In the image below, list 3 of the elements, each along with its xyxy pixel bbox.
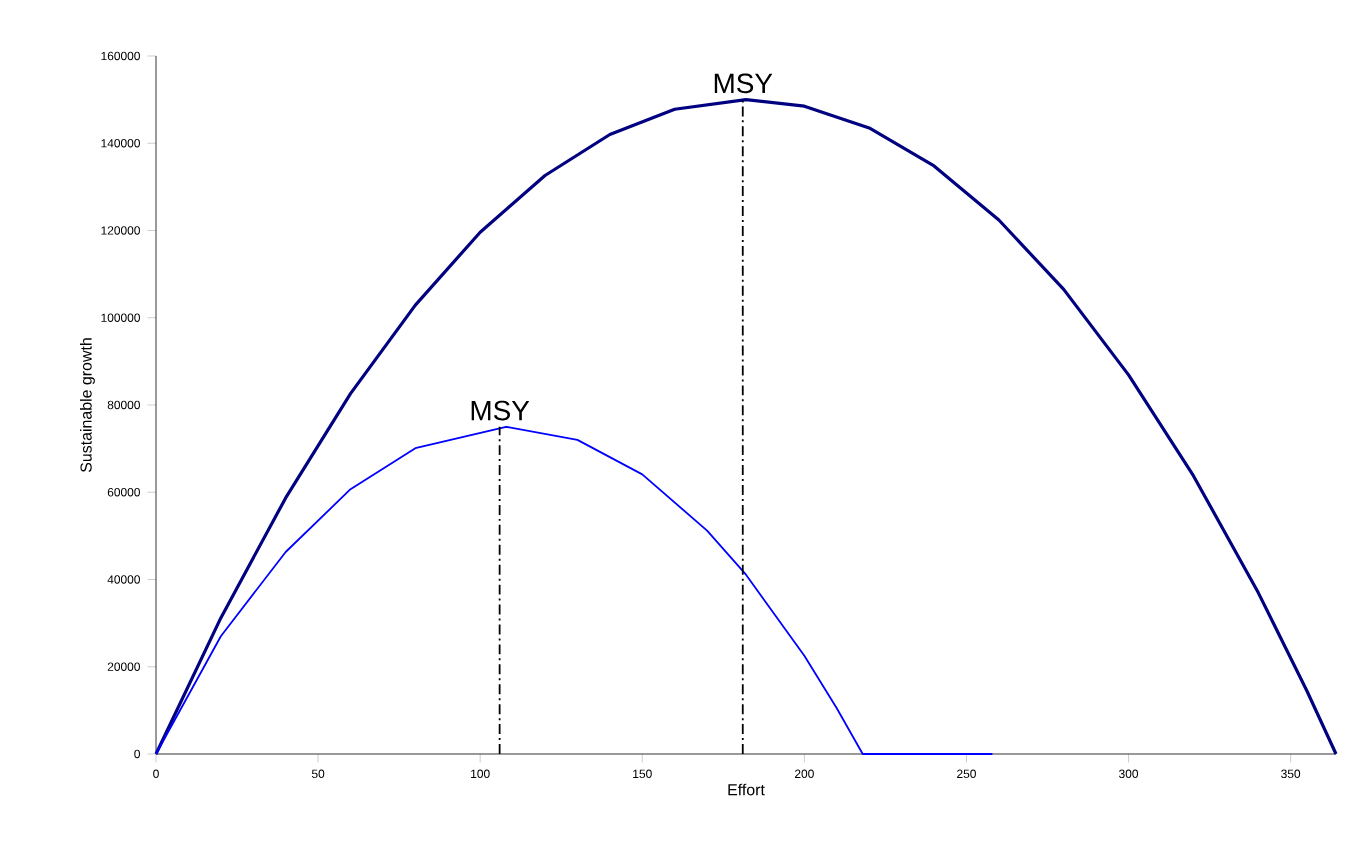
- annotation: MSY: [471, 400, 530, 421]
- annotation: MSY: [714, 73, 773, 94]
- line-series: [155, 425, 994, 755]
